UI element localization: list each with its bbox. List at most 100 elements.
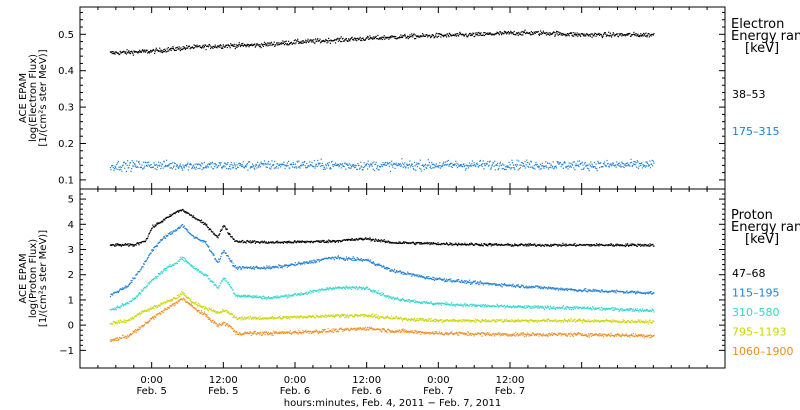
data-point xyxy=(601,309,603,311)
data-point xyxy=(607,35,609,37)
data-point xyxy=(309,291,311,293)
data-point xyxy=(418,242,420,244)
data-point xyxy=(167,234,169,237)
data-point xyxy=(218,260,220,263)
data-point xyxy=(215,285,218,287)
data-point xyxy=(271,267,273,269)
data-point xyxy=(333,257,335,259)
legend-title: Proton xyxy=(731,208,773,223)
data-point xyxy=(281,42,283,44)
data-point xyxy=(135,244,137,246)
data-point xyxy=(148,161,150,163)
data-point xyxy=(348,38,350,40)
data-point xyxy=(143,167,145,169)
data-point xyxy=(601,289,603,291)
data-point xyxy=(403,298,405,301)
data-point xyxy=(456,280,459,282)
data-point xyxy=(368,38,370,41)
data-point xyxy=(580,289,582,292)
data-point xyxy=(588,245,590,247)
data-point xyxy=(484,282,487,284)
data-point xyxy=(439,303,441,305)
data-point xyxy=(496,31,498,33)
data-point xyxy=(246,267,248,270)
data-point xyxy=(370,240,372,242)
data-point xyxy=(143,51,145,53)
data-point xyxy=(432,276,434,278)
data-point xyxy=(333,241,335,243)
data-point xyxy=(167,266,169,268)
data-point xyxy=(234,43,236,46)
data-point xyxy=(149,253,151,255)
data-point xyxy=(539,30,542,32)
data-point xyxy=(381,239,383,241)
data-point xyxy=(457,163,459,165)
data-point xyxy=(552,161,554,163)
data-point xyxy=(131,281,133,284)
data-point xyxy=(287,240,289,243)
data-point xyxy=(190,233,192,235)
data-point xyxy=(417,163,419,165)
data-point xyxy=(621,35,623,37)
data-point xyxy=(526,286,528,288)
data-point xyxy=(362,286,364,288)
data-point xyxy=(496,164,498,166)
data-point xyxy=(258,166,260,168)
data-point xyxy=(254,240,256,242)
data-point xyxy=(254,295,256,297)
data-point xyxy=(398,241,400,243)
data-point xyxy=(310,261,313,264)
data-point xyxy=(366,168,369,170)
data-point xyxy=(149,231,151,233)
data-point xyxy=(334,288,336,290)
data-point xyxy=(300,42,302,45)
data-point xyxy=(348,256,350,259)
data-point xyxy=(419,36,421,38)
data-point xyxy=(372,37,374,39)
data-point xyxy=(156,244,158,246)
data-point xyxy=(423,34,425,36)
data-point xyxy=(427,36,429,38)
data-point xyxy=(392,163,394,165)
data-point xyxy=(287,165,289,167)
data-point xyxy=(407,164,409,166)
data-point xyxy=(495,32,498,35)
data-point xyxy=(403,241,405,243)
data-point xyxy=(521,34,523,36)
data-point xyxy=(409,242,412,245)
data-point xyxy=(510,244,512,246)
data-point xyxy=(422,35,424,37)
data-point xyxy=(325,38,327,41)
data-point xyxy=(372,289,374,291)
data-point xyxy=(239,45,242,48)
data-point xyxy=(556,306,558,308)
data-point xyxy=(403,165,405,167)
data-point xyxy=(413,299,415,301)
data-point xyxy=(259,45,262,47)
data-point xyxy=(507,242,509,245)
data-point xyxy=(277,295,279,298)
data-point xyxy=(352,257,354,259)
data-point xyxy=(649,167,652,169)
data-point xyxy=(594,167,597,169)
data-point xyxy=(226,163,228,165)
data-point xyxy=(334,42,337,44)
data-point xyxy=(552,32,554,34)
data-point xyxy=(279,166,282,168)
data-point xyxy=(224,227,227,229)
data-point xyxy=(317,240,319,243)
data-point xyxy=(639,34,641,37)
y-axis-label: ACE EPAM xyxy=(18,253,29,303)
data-point xyxy=(293,294,295,296)
data-point xyxy=(535,161,537,164)
data-point xyxy=(124,51,126,53)
data-point xyxy=(450,35,452,37)
data-point xyxy=(124,287,126,289)
data-point xyxy=(366,259,369,261)
data-point xyxy=(146,286,148,288)
data-point xyxy=(589,307,591,310)
data-point xyxy=(522,163,524,165)
data-point xyxy=(543,308,546,311)
data-point xyxy=(229,234,231,236)
data-point xyxy=(503,30,506,32)
